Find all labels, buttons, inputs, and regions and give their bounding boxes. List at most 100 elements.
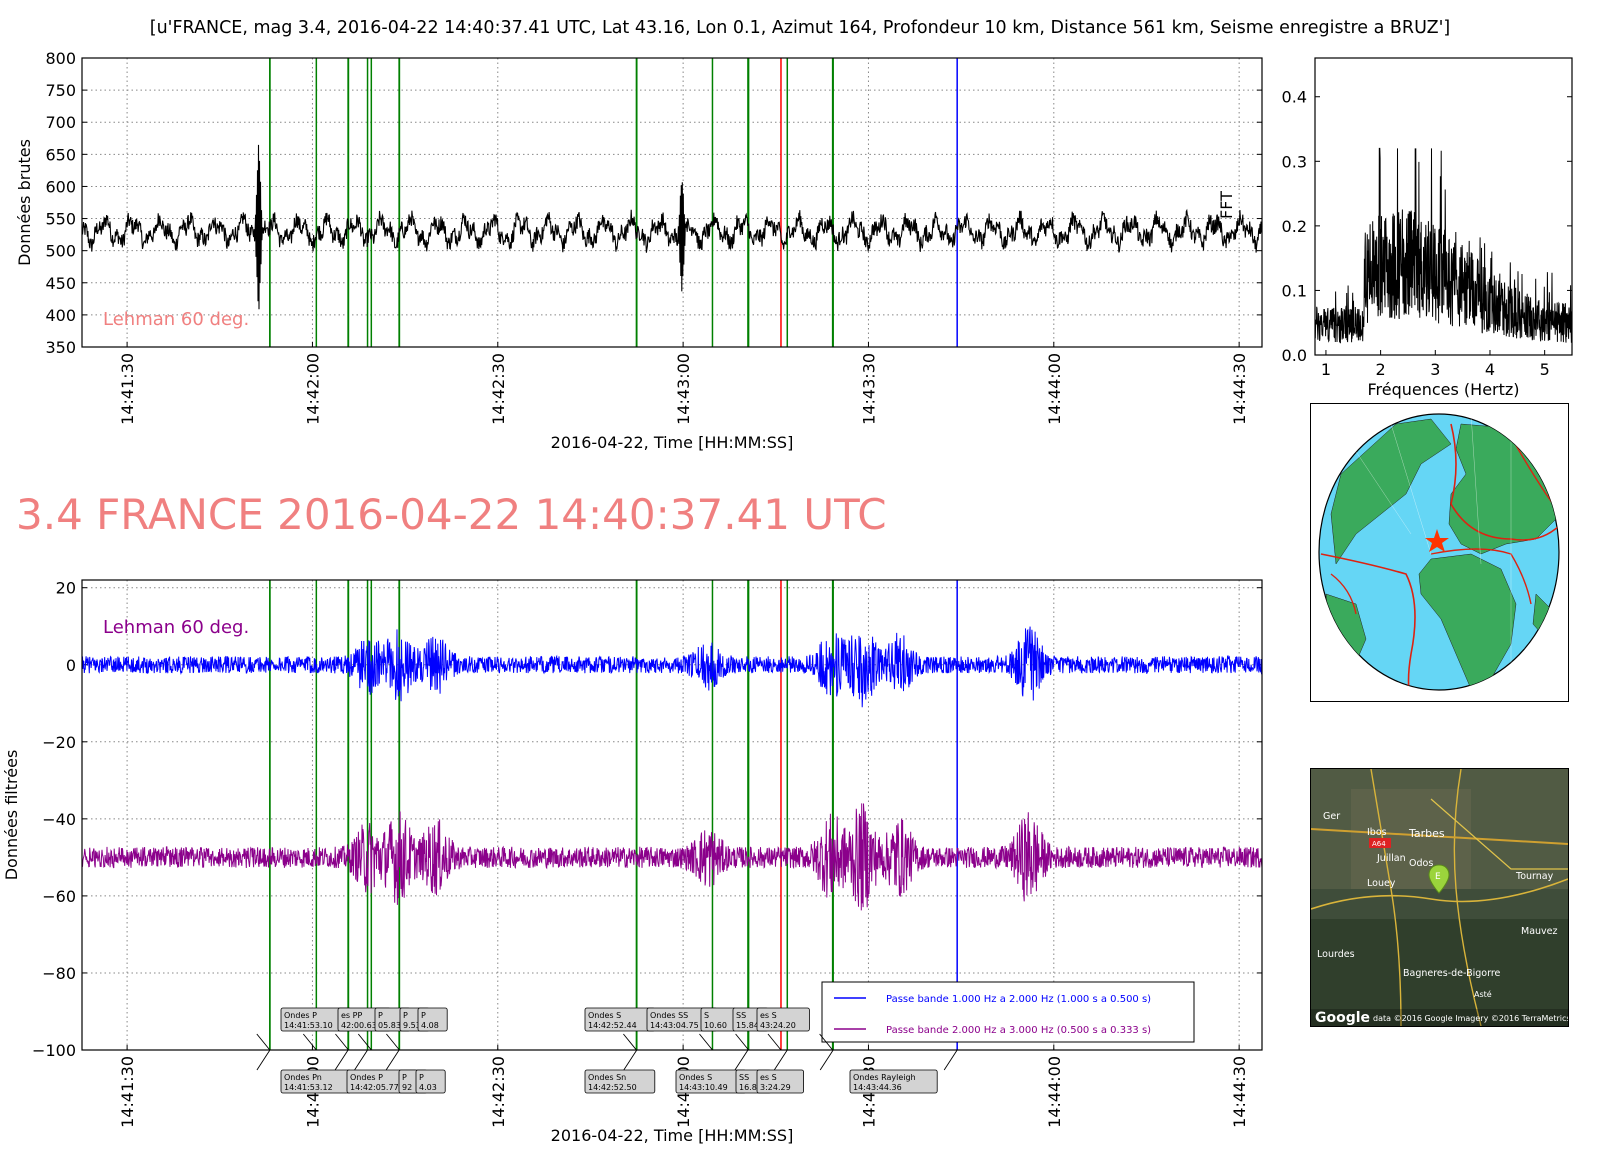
- y-tick-label: −40: [42, 810, 76, 829]
- phase-label-title: es S: [760, 1011, 777, 1020]
- plot-frame: [81, 57, 1263, 348]
- phase-label-time: 14:43:44.36: [853, 1083, 902, 1092]
- y-tick-label: −20: [42, 733, 76, 752]
- phase-label-time: 14:42:52.50: [588, 1083, 637, 1092]
- phase-label-time: 14:43:04.75: [650, 1021, 699, 1030]
- filtered-data-chart: −100−80−60−40−2002014:41:3014:42:0014:42…: [2, 579, 1263, 1145]
- phase-label-arrow: [943, 1049, 958, 1071]
- phase-label-time: 14:41:53.12: [284, 1083, 333, 1092]
- x-tick-label: 14:44:00: [1045, 1056, 1064, 1128]
- y-tick-label: −60: [42, 887, 76, 906]
- x-tick-label: 14:42:30: [489, 1056, 508, 1128]
- phase-label-box: [849, 1069, 938, 1094]
- phase-label-title: P: [421, 1011, 426, 1020]
- place-label: Tournay: [1515, 871, 1554, 882]
- x-axis-label: Fréquences (Hertz): [1367, 380, 1519, 399]
- phase-label-arrow: [354, 1049, 368, 1071]
- raw-data-chart: 350 400 450 500 550 600 650 700 750 800 14:41:30 14…: [15, 50, 1263, 452]
- x-tick-label: 4: [1485, 360, 1495, 379]
- fft-trace: [1314, 147, 1573, 344]
- y-tick-label: 650: [45, 145, 76, 164]
- phase-label-arrow: [386, 1033, 400, 1051]
- y-axis-label: Données filtrées: [2, 750, 21, 881]
- phase-label-title: Ondes S: [679, 1073, 712, 1082]
- road-label: A64: [1372, 840, 1386, 848]
- raw-trace: [81, 144, 1263, 310]
- phase-label-arrow: [767, 1033, 782, 1051]
- phase-label: Ondes P14:41:53.10: [256, 1007, 352, 1051]
- phase-label-box: [415, 1069, 446, 1094]
- phase-label-time: 15.84: [736, 1021, 759, 1030]
- phase-label: es S3:24.29: [756, 1049, 834, 1094]
- x-axis-label: 2016-04-22, Time [HH:MM:SS]: [551, 1126, 794, 1145]
- phase-label-arrow: [385, 1049, 400, 1071]
- phase-label-title: Ondes Pn: [284, 1073, 322, 1082]
- y-tick-label: 0.1: [1282, 281, 1307, 300]
- phase-label-arrow: [334, 1049, 349, 1071]
- satellite-map-image: Ger Ibos A64 Tarbes Juillan Odos Louey T…: [1311, 769, 1568, 1026]
- place-label: Bagneres-de-Bigorre: [1403, 968, 1501, 979]
- phase-label-arrow: [699, 1033, 713, 1051]
- y-tick-label: 0: [66, 656, 76, 675]
- y-tick-label: 550: [45, 210, 76, 229]
- y-axis-label: FFT: [1217, 191, 1236, 219]
- place-label: Louey: [1367, 878, 1396, 889]
- place-label: Lourdes: [1317, 949, 1355, 960]
- y-tick-label: 600: [45, 177, 76, 196]
- phase-label-arrow: [302, 1033, 317, 1051]
- x-tick-label: 14:44:30: [1230, 353, 1249, 425]
- phase-label-title: P: [403, 1011, 408, 1020]
- phase-label-time: 9.53: [403, 1021, 421, 1030]
- phase-label-title: SS: [739, 1073, 749, 1082]
- phase-label-title: Ondes P: [350, 1073, 383, 1082]
- y-tick-label: 400: [45, 306, 76, 325]
- phase-label: P4.08: [386, 1007, 448, 1051]
- phase-label-time: 42:00.63: [341, 1021, 377, 1030]
- x-tick-label: 1: [1321, 360, 1331, 379]
- x-tick-label: 14:42:00: [303, 353, 322, 425]
- model-annotation: Lehman 60 deg.: [103, 309, 249, 330]
- y-tick-label: 750: [45, 81, 76, 100]
- x-tick-label: 14:41:30: [118, 1056, 137, 1128]
- place-label: Mauvez: [1521, 926, 1558, 937]
- phase-label-title: es S: [760, 1073, 777, 1082]
- fft-chart: 0.0 0.1 0.2 0.3 0.4 1 2 3 4 5 FFT Fréquences (Hertz…: [1217, 57, 1573, 399]
- phase-label-title: Ondes SS: [650, 1011, 688, 1020]
- google-logo: Google: [1315, 1010, 1370, 1026]
- place-label: Juillan: [1376, 853, 1406, 864]
- phase-label-time: 14:42:52.44: [588, 1021, 637, 1030]
- y-tick-label: 500: [45, 242, 76, 261]
- x-tick-label: 14:43:30: [859, 353, 878, 425]
- y-tick-label: 0.0: [1282, 346, 1307, 365]
- y-tick-label: 700: [45, 113, 76, 132]
- globe-map-image: [1318, 413, 1560, 691]
- place-label: Ger: [1323, 811, 1340, 822]
- phase-label-title: P: [402, 1073, 407, 1082]
- x-tick-label: 3: [1430, 360, 1440, 379]
- phase-label-time: 43:24.20: [760, 1021, 796, 1030]
- place-label: Odos: [1409, 858, 1433, 869]
- x-tick-label: 14:41:30: [118, 353, 137, 425]
- map-copyright: data ©2016 Google Imagery ©2016 TerraMet…: [1373, 1014, 1568, 1023]
- figure-title: [u'FRANCE, mag 3.4, 2016-04-22 14:40:37.…: [149, 18, 1451, 38]
- phase-label-box: [756, 1007, 810, 1032]
- y-tick-label: 0.3: [1282, 152, 1307, 171]
- legend: Passe bande 1.000 Hz a 2.000 Hz (1.000 s…: [821, 981, 1195, 1043]
- y-tick-label: 800: [45, 50, 76, 68]
- phase-label-arrow: [335, 1033, 349, 1051]
- phase-label-time: 05.83: [378, 1021, 401, 1030]
- phase-label-arrow: [623, 1049, 638, 1071]
- legend-box: [821, 981, 1195, 1043]
- satellite-map: Ger Ibos A64 Tarbes Juillan Odos Louey T…: [1310, 768, 1569, 1027]
- phase-label-arrow: [357, 1033, 372, 1051]
- epicenter-star-icon: [1425, 529, 1449, 552]
- phase-label-title: P: [419, 1073, 424, 1082]
- place-label: Tarbes: [1408, 827, 1445, 840]
- phase-label-title: Ondes S: [588, 1011, 621, 1020]
- phase-label-arrow: [735, 1033, 749, 1051]
- map-pin-label: E: [1435, 872, 1441, 882]
- legend-label: Passe bande 1.000 Hz a 2.000 Hz (1.000 s…: [886, 994, 1151, 1005]
- filtered-trace: [81, 803, 1263, 911]
- phase-label: es S43:24.20: [756, 1007, 833, 1051]
